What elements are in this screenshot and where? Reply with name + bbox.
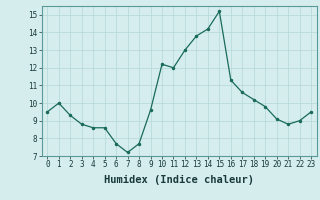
X-axis label: Humidex (Indice chaleur): Humidex (Indice chaleur)	[104, 175, 254, 185]
